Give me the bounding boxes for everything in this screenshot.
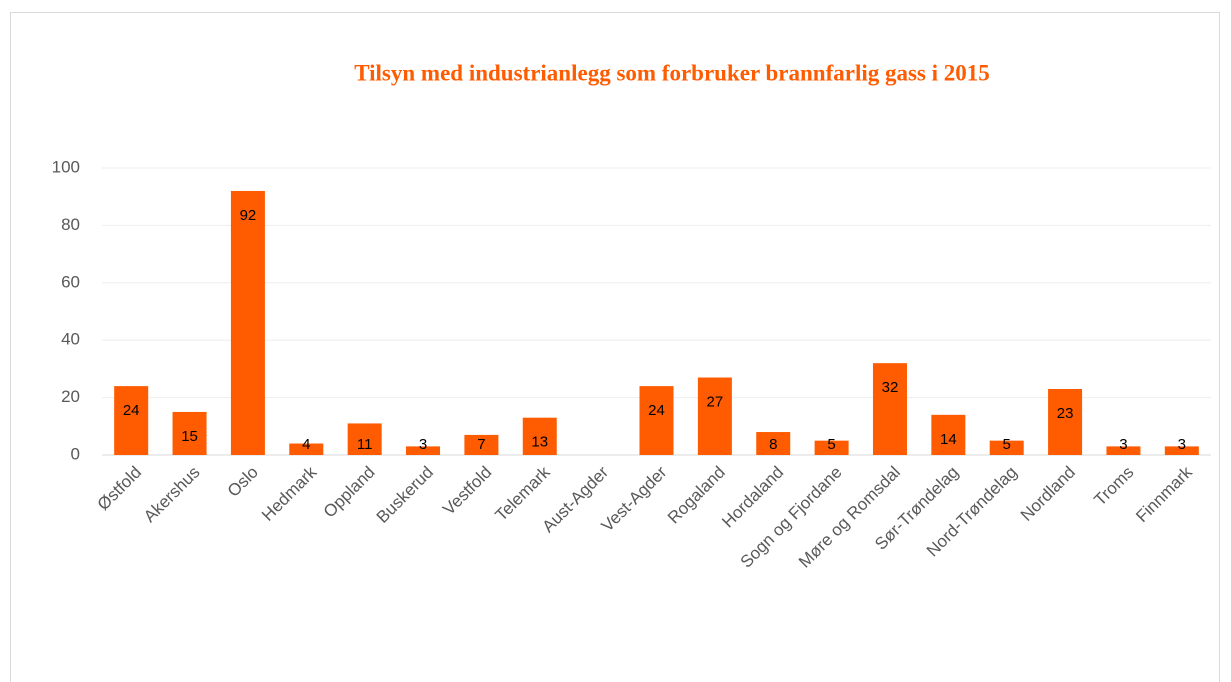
bar	[1106, 446, 1141, 455]
x-tick-label: Oppland	[320, 463, 379, 522]
bar	[347, 423, 382, 455]
bar	[931, 414, 966, 455]
data-label: 15	[181, 428, 198, 445]
y-tick-label: 40	[61, 330, 80, 349]
data-label: 14	[940, 431, 957, 448]
data-label: 27	[707, 393, 724, 410]
x-tick-label: Vestfold	[439, 463, 495, 519]
bar	[172, 411, 207, 455]
data-label: 11	[357, 436, 373, 453]
data-label: 92	[240, 207, 257, 224]
data-label: 3	[1178, 436, 1186, 453]
data-label: 23	[1057, 405, 1074, 422]
bar	[464, 434, 499, 455]
bar	[872, 363, 907, 455]
x-tick-label: Buskerud	[373, 463, 437, 527]
data-label: 3	[1119, 436, 1127, 453]
bar	[230, 190, 265, 455]
x-tick-label: Østfold	[94, 463, 146, 515]
x-tick-label: Oslo	[224, 463, 262, 501]
y-tick-label: 0	[71, 444, 80, 463]
data-label: 13	[531, 434, 548, 451]
data-label: 24	[648, 402, 665, 419]
bar	[814, 440, 849, 455]
bar	[289, 443, 324, 455]
y-tick-label: 60	[61, 272, 80, 291]
bar	[406, 446, 441, 455]
x-tick-label: Nordland	[1017, 463, 1079, 525]
data-label: 8	[769, 436, 777, 453]
bar	[114, 386, 149, 455]
chart-title: Tilsyn med industrianlegg som forbruker …	[354, 60, 990, 85]
data-label: 3	[419, 436, 427, 453]
y-tick-label: 80	[61, 215, 80, 234]
x-tick-label: Hedmark	[258, 462, 321, 525]
x-tick-label: Møre og Romsdal	[795, 463, 904, 572]
data-label: 5	[1003, 436, 1011, 453]
data-label: 24	[123, 402, 140, 419]
bar	[697, 377, 732, 455]
x-tick-label: Akershus	[140, 463, 204, 527]
x-tick-label: Sogn og Fjordane	[737, 463, 846, 572]
data-label: 7	[477, 436, 485, 453]
chart-border	[10, 12, 1220, 682]
data-label: 32	[882, 379, 899, 396]
bar	[1164, 446, 1199, 455]
bar	[639, 386, 674, 455]
bar	[756, 432, 791, 455]
x-tick-label: Finnmark	[1132, 462, 1196, 526]
bar	[989, 440, 1024, 455]
bar	[522, 417, 557, 455]
y-tick-label: 100	[52, 157, 80, 176]
x-tick-label: Troms	[1090, 463, 1137, 510]
data-label: 4	[302, 436, 310, 453]
y-tick-label: 20	[61, 387, 80, 406]
bar	[1048, 388, 1083, 455]
data-label: 5	[827, 436, 835, 453]
